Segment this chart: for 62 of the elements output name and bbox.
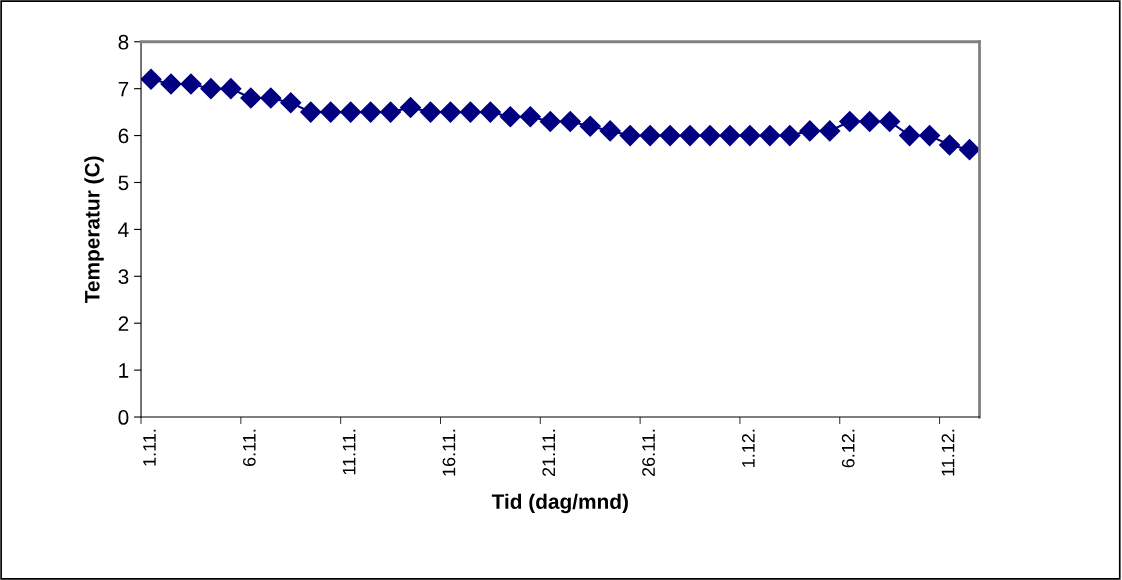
point <box>699 125 721 147</box>
point <box>260 87 282 109</box>
point <box>599 120 621 142</box>
y-tick-label: 7 <box>118 81 129 97</box>
y-tick-label: 2 <box>118 316 129 331</box>
point <box>779 125 801 147</box>
y-tick-label: 3 <box>118 269 129 285</box>
point <box>659 125 681 147</box>
point <box>340 101 362 123</box>
point <box>819 120 841 142</box>
point <box>799 120 821 142</box>
point <box>360 101 382 123</box>
point <box>579 115 601 137</box>
point <box>320 101 342 123</box>
x-tick-label: 11.12. <box>941 429 955 476</box>
point <box>280 92 302 114</box>
point <box>380 101 402 123</box>
y-tick-label: 0 <box>118 410 129 425</box>
point <box>459 101 481 123</box>
point <box>859 110 881 133</box>
point <box>419 101 442 123</box>
x-tick-label: 6.12. <box>841 429 855 468</box>
point <box>959 139 980 161</box>
y-tick-label: 8 <box>118 34 129 50</box>
point <box>519 106 541 128</box>
point <box>679 125 701 147</box>
point <box>300 101 322 123</box>
y-tick-label: 4 <box>118 222 129 237</box>
point <box>619 125 641 147</box>
point <box>400 96 422 118</box>
x-tick-label: 26.11. <box>642 429 655 477</box>
point <box>499 106 521 128</box>
point <box>141 68 162 90</box>
y-tick-label: 5 <box>118 175 129 191</box>
point <box>639 125 661 147</box>
point <box>939 134 961 156</box>
point <box>180 73 202 95</box>
x-tick-label: 16.11. <box>442 429 456 476</box>
point <box>899 125 921 147</box>
point <box>479 101 501 123</box>
x-tick-label: 6.11. <box>242 429 256 467</box>
point <box>559 110 581 133</box>
x-tick-label: 11.11. <box>342 429 356 475</box>
point <box>879 110 901 133</box>
x-tick-label: 1.11. <box>143 429 156 466</box>
point <box>220 78 242 100</box>
point <box>200 78 222 100</box>
point <box>759 125 781 147</box>
y-tick-label: 1 <box>119 363 129 378</box>
x-axis-title: Tid (dag/mnd) <box>491 493 628 514</box>
x-tick-label: 21.11. <box>542 429 555 477</box>
point <box>160 73 182 95</box>
point <box>839 110 861 133</box>
point <box>240 87 262 109</box>
point <box>919 125 941 147</box>
y-axis-title: Temperatur (C) <box>84 156 104 304</box>
y-tick-label: 6 <box>118 128 129 144</box>
x-tick-label: 1.12. <box>741 429 755 467</box>
point <box>739 125 761 147</box>
point <box>539 110 561 133</box>
point <box>439 101 461 123</box>
point <box>719 125 741 147</box>
